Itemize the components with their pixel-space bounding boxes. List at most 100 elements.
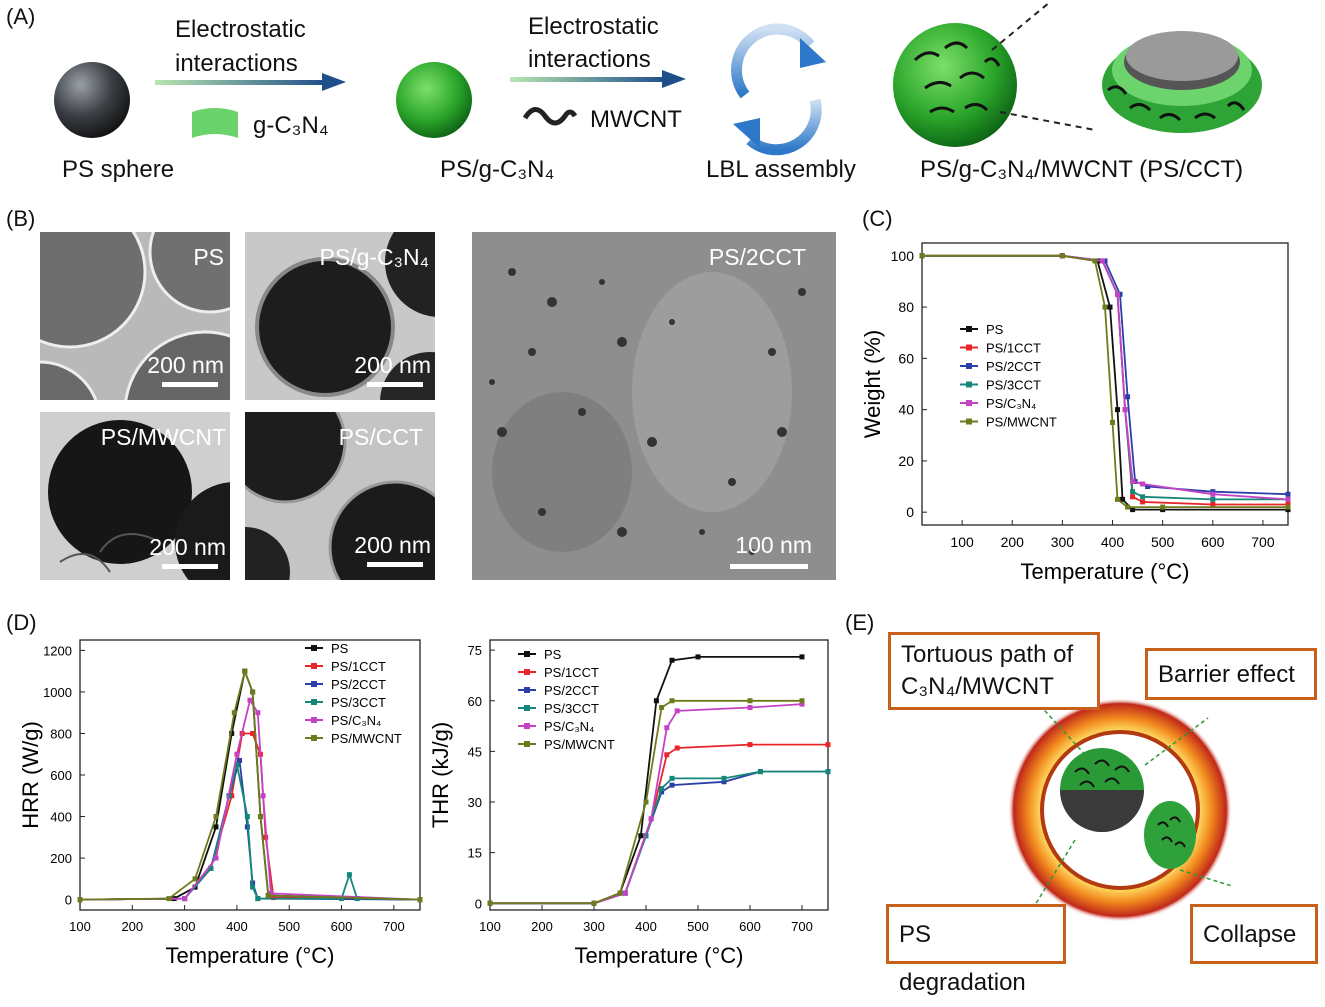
y-tick-label: 400 — [50, 810, 72, 825]
data-point-ps-3cct — [208, 865, 214, 871]
data-point-ps-mwcnt — [166, 896, 172, 902]
legend-label-ps-3cct: PS/3CCT — [544, 701, 599, 716]
x-tick-label: 200 — [121, 919, 143, 934]
x-tick-label: 700 — [1251, 534, 1275, 550]
data-point-ps-1cct — [271, 895, 277, 901]
arrow1-label-line1: Electrostatic — [175, 16, 306, 43]
legend-marker-ps-mwcnt — [311, 735, 317, 741]
data-point-ps-3cct — [1210, 496, 1216, 502]
x-tick-label: 200 — [1001, 534, 1025, 550]
data-point-ps-c-n — [1285, 496, 1291, 502]
y-tick-label: 800 — [50, 726, 72, 741]
data-point-ps-c-n — [213, 855, 219, 861]
x-axis-label: Temperature (°C) — [1021, 559, 1190, 584]
panel-label-a: (A) — [6, 4, 36, 29]
tem-image-ps-2cct: PS/2CCT 100 nm — [472, 232, 836, 580]
tem-label-ps-2cct: PS/2CCT — [708, 244, 806, 270]
legend-label-ps-2cct: PS/2CCT — [331, 677, 386, 692]
scale-label-ps-mwcnt: 200 nm — [149, 534, 226, 560]
legend-label-ps-mwcnt: PS/MWCNT — [544, 737, 615, 752]
data-point-ps-2cct — [237, 757, 243, 763]
y-tick-label: 1000 — [43, 685, 72, 700]
data-point-ps — [1160, 507, 1166, 513]
y-tick-label: 600 — [50, 768, 72, 783]
x-tick-label: 700 — [791, 919, 813, 934]
data-point-ps — [213, 824, 219, 830]
data-point-ps-c-n — [1099, 258, 1105, 264]
data-point-ps-mwcnt — [747, 698, 753, 704]
caption-lbl-assembly: LBL assembly — [706, 156, 856, 183]
y-tick-label: 0 — [475, 896, 482, 911]
collapsed-fragment-icon — [1144, 801, 1196, 869]
scale-bar-ps — [162, 382, 218, 387]
legend-label-ps: PS — [986, 322, 1004, 337]
legend-label-ps-mwcnt: PS/MWCNT — [331, 731, 402, 746]
caption-ps-sphere: PS sphere — [62, 156, 175, 183]
tga-chart: 100 200 300 400 500 600 700 0 20 40 60 80 100 Tempera… — [860, 242, 1291, 584]
data-point-ps-3cct — [255, 896, 261, 902]
x-tick-label: 500 — [278, 919, 300, 934]
series-line-ps-2cct — [490, 770, 828, 905]
legend-label-ps-3cct: PS/3CCT — [986, 378, 1041, 393]
legend-marker-ps-c-n — [311, 717, 317, 723]
legend-label-ps-c-n: PS/C₃N₄ — [544, 719, 594, 734]
data-point-ps — [1120, 496, 1126, 502]
legend-marker-ps-2cct — [966, 363, 972, 369]
panel-a-schematic — [54, 1, 1262, 156]
legend-marker-ps-mwcnt — [966, 418, 972, 425]
data-point-ps-2cct — [1102, 258, 1108, 264]
data-point-ps-1cct — [664, 752, 670, 758]
y-axis-label: HRR (W/g) — [18, 721, 43, 829]
scale-label-ps-cct: 200 nm — [354, 532, 431, 558]
x-tick-label: 100 — [479, 919, 501, 934]
x-tick-label: 300 — [583, 919, 605, 934]
legend-marker-ps-3cct — [311, 699, 317, 705]
data-point-ps-1cct — [674, 745, 680, 751]
plot-frame — [489, 639, 829, 911]
legend-label-ps: PS — [544, 647, 562, 662]
panel-label-c: (C) — [862, 206, 893, 231]
legend-marker-ps-2cct — [524, 687, 530, 693]
barrier-effect-box: Barrier effect — [1145, 648, 1317, 700]
legend-marker-ps — [524, 651, 530, 657]
data-point-ps-2cct — [1285, 491, 1291, 497]
x-tick-label: 600 — [1201, 534, 1225, 550]
y-tick-label: 0 — [65, 893, 72, 908]
data-point-ps-3cct — [721, 775, 727, 781]
y-axis-label: THR (kJ/g) — [430, 722, 453, 828]
tem-label-ps-mwcnt: PS/MWCNT — [100, 424, 226, 450]
legend-marker-ps-3cct — [524, 705, 530, 711]
data-point-ps-2cct — [669, 782, 675, 788]
legend-label-ps-1cct: PS/1CCT — [544, 665, 599, 680]
legend-label-ps-mwcnt: PS/MWCNT — [986, 415, 1057, 430]
flame-ring-diagram — [1008, 698, 1233, 922]
data-point-ps-3cct — [346, 872, 352, 878]
data-point-ps-mwcnt — [1160, 504, 1166, 510]
data-point-ps-mwcnt — [265, 892, 271, 898]
data-point-ps-1cct — [1140, 499, 1146, 505]
series-line-ps-1cct — [922, 254, 1288, 506]
data-point-ps — [799, 654, 805, 660]
cycle-arrows-icon — [731, 23, 826, 156]
data-point-ps-mwcnt — [257, 814, 263, 820]
data-point-ps-c-n — [1140, 481, 1146, 487]
data-point-ps-c-n — [182, 896, 188, 902]
series-line-ps-mwcnt — [79, 668, 421, 901]
data-point-ps-3cct — [250, 884, 256, 890]
tem-image-ps-mwcnt: PS/MWCNT 200 nm — [40, 412, 230, 580]
data-point-ps-mwcnt — [643, 799, 649, 805]
data-point-ps-mwcnt — [919, 253, 925, 259]
legend-marker-ps-c-n — [966, 400, 972, 406]
tem-label-ps-cct: PS/CCT — [338, 424, 423, 450]
data-point-ps-mwcnt — [669, 698, 675, 704]
data-point-ps-mwcnt — [1125, 504, 1131, 510]
data-point-ps-c-n — [1210, 491, 1216, 497]
legend-marker-ps — [311, 645, 317, 651]
x-tick-label: 300 — [1051, 534, 1075, 550]
data-point-ps-mwcnt — [1115, 496, 1121, 502]
series-line-ps — [922, 254, 1288, 511]
scale-label-ps-2cct: 100 nm — [735, 532, 812, 558]
x-axis-label: Temperature (°C) — [166, 943, 335, 968]
data-point-ps-mwcnt — [231, 710, 237, 716]
x-tick-label: 500 — [687, 919, 709, 934]
